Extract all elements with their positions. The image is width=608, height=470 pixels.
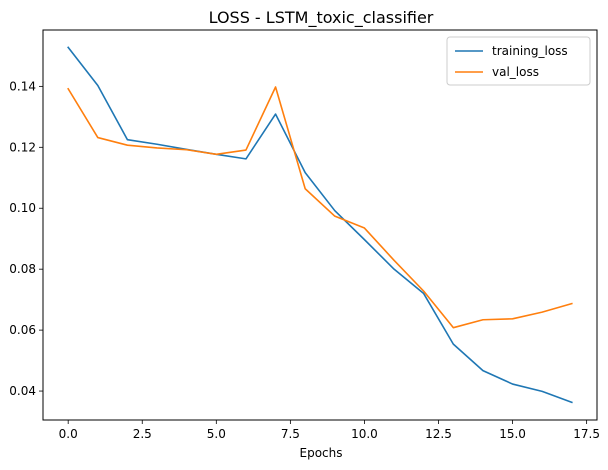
x-tick-label: 12.5	[425, 427, 452, 441]
chart-title: LOSS - LSTM_toxic_classifier	[209, 8, 434, 28]
series-line-training-loss	[67, 46, 573, 404]
x-axis-label: Epochs	[300, 446, 343, 460]
x-tick-label: 10.0	[351, 427, 378, 441]
y-tick-label: 0.08	[9, 262, 36, 276]
series-line-val-loss	[67, 86, 573, 329]
x-axis: 0.0 2.5 5.0 7.5 10.0 12.5 15.0 17.5	[59, 420, 600, 441]
y-tick-label: 0.06	[9, 323, 36, 337]
x-tick-label: 7.5	[281, 427, 300, 441]
y-tick-label: 0.04	[9, 384, 36, 398]
series-lines	[67, 46, 573, 404]
legend-label-training-loss: training_loss	[492, 44, 568, 58]
legend-label-val-loss: val_loss	[492, 65, 539, 79]
y-tick-label: 0.12	[9, 140, 36, 154]
plot-area: 0.0 2.5 5.0 7.5 10.0 12.5 15.0 17.5 0.040.060.0…	[9, 29, 600, 441]
plot-frame	[42, 29, 598, 421]
y-tick-label: 0.14	[9, 79, 36, 93]
y-axis: 0.04 0.06 0.08 0.10 0.12 0.14	[9, 79, 43, 398]
x-tick-label: 2.5	[133, 427, 152, 441]
legend: training_loss val_loss	[446, 36, 591, 86]
x-tick-label: 0.0	[59, 427, 78, 441]
legend-box	[446, 36, 591, 86]
y-tick-label: 0.10	[9, 201, 36, 215]
x-tick-label: 15.0	[499, 427, 526, 441]
x-tick-label: 17.5	[573, 427, 600, 441]
x-tick-label: 5.0	[207, 427, 226, 441]
